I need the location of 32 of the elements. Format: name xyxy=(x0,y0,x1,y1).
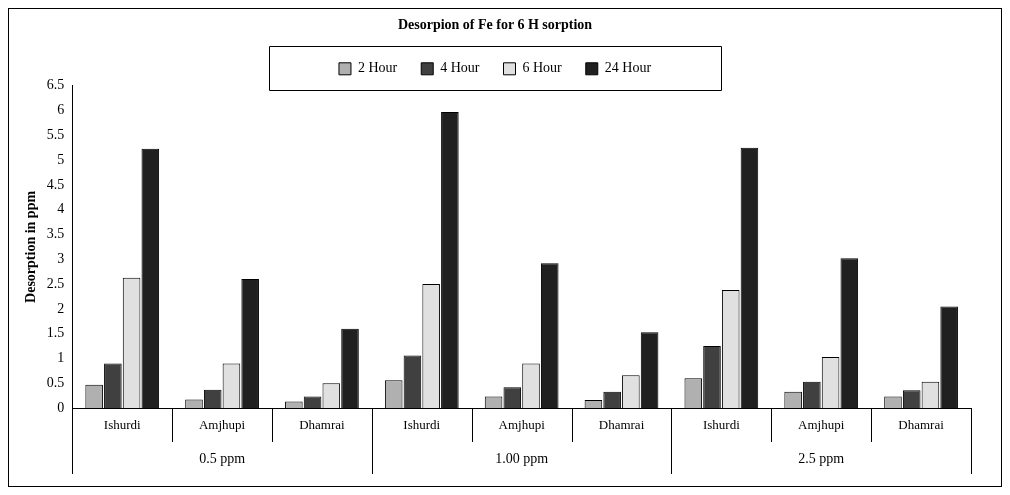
legend-label: 2 Hour xyxy=(357,60,398,76)
y-tick-label: 6 xyxy=(57,102,65,118)
y-axis-title: Desorption in ppm xyxy=(23,190,39,303)
x-tick-label: Dhamrai xyxy=(299,417,346,433)
y-tick-label: 2 xyxy=(57,300,65,316)
y-tick-label: 1.5 xyxy=(46,325,65,341)
x-tick-label: Amjhupi xyxy=(498,417,546,433)
y-tick-label: 6.5 xyxy=(46,77,65,93)
text: 0.5 ppm xyxy=(199,450,246,466)
x-tick-label: Ishurdi xyxy=(702,417,741,433)
x-tick-label: Ishurdi xyxy=(403,417,441,433)
legend-label: 24 Hour xyxy=(604,60,652,76)
y-tick-label: 2.5 xyxy=(46,275,65,291)
x-tick-label: Dhamrai xyxy=(898,417,945,433)
text: 1.00 ppm xyxy=(495,450,549,466)
x-tick-label: Amjhupi xyxy=(198,417,246,433)
y-tick-label: 3.5 xyxy=(46,226,65,242)
y-tick-label: 0.5 xyxy=(46,374,65,390)
y-tick-label: 4 xyxy=(57,201,65,217)
y-tick-label: 3 xyxy=(57,250,65,266)
legend-label: 6 Hour xyxy=(522,60,563,76)
y-tick-label: 5 xyxy=(57,151,65,167)
text: 2.5 ppm xyxy=(798,450,845,466)
y-tick-label: 4.5 xyxy=(46,176,65,192)
x-tick-label: Ishurdi xyxy=(103,417,142,433)
y-tick-label: 0 xyxy=(57,399,65,415)
x-tick-label: Dhamrai xyxy=(598,417,645,433)
chart-title: Desorpion of Fe for 6 H sorption xyxy=(397,17,593,33)
legend-label: 4 Hour xyxy=(440,60,480,76)
y-tick-label: 1 xyxy=(57,350,65,366)
y-tick-label: 5.5 xyxy=(46,127,65,143)
x-tick-label: Amjhupi xyxy=(798,417,845,433)
